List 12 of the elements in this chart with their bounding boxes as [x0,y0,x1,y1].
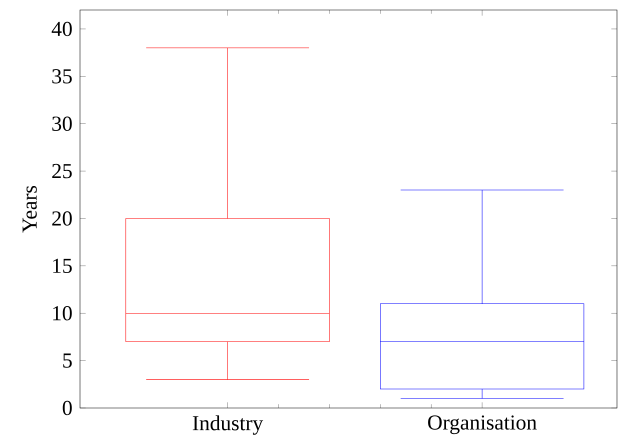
y-tick-label: 35 [52,69,72,84]
x-tick-label: Industry [192,415,264,435]
y-tick-label: 15 [53,258,72,273]
x-tick-label: Organisation [428,415,537,434]
y-tick-label: 20 [52,211,72,226]
y-tick-label: 30 [52,116,72,131]
y-tick-label: 40 [52,22,72,36]
y-tick-label: 5 [63,354,72,368]
y-tick-label: 0 [62,400,72,416]
y-axis-title: Years [22,186,37,233]
y-tick-label: 25 [52,164,72,178]
y-tick-label: 10 [53,306,72,320]
